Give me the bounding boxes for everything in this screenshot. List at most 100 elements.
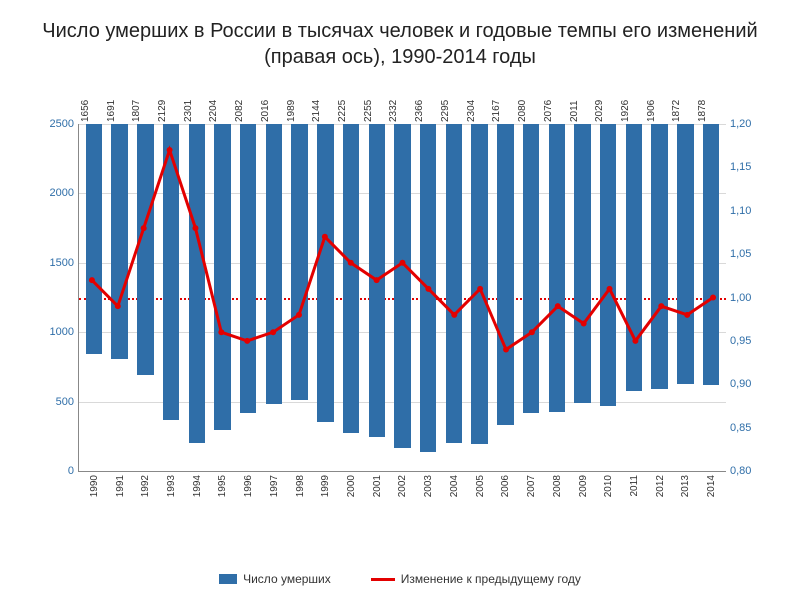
bar: 2011 [574, 124, 590, 403]
x-axis-labels: 1990199119921993199419951996199719981999… [79, 471, 726, 511]
bar-slot: 2332 [390, 124, 416, 471]
bar-slot: 1926 [621, 124, 647, 471]
y-right-tick: 1,10 [730, 205, 770, 217]
x-tick: 1997 [261, 471, 287, 511]
bar: 1906 [651, 124, 667, 389]
bar-slot: 2029 [595, 124, 621, 471]
chart: 05001000150020002500 0,800,850,900,951,0… [30, 100, 770, 520]
bar-slot: 2255 [364, 124, 390, 471]
bar-value-label: 1906 [646, 100, 657, 122]
bar: 2332 [394, 124, 410, 448]
bar-value-label: 1926 [620, 100, 631, 122]
x-tick: 2001 [364, 471, 390, 511]
x-tick: 2009 [570, 471, 596, 511]
bar: 2255 [369, 124, 385, 437]
x-tick: 2007 [518, 471, 544, 511]
line-swatch-icon [371, 578, 395, 581]
x-tick: 1996 [235, 471, 261, 511]
legend: Число умерших Изменение к предыдущему го… [0, 572, 800, 586]
bar-value-label: 2082 [234, 100, 245, 122]
y-right-tick: 0,90 [730, 378, 770, 390]
bar-value-label: 1691 [106, 100, 117, 122]
plot-area: 1656 16911807 2129 23012204 2082 2016 1989 2144… [78, 124, 726, 472]
bar-slot: 2304 [467, 124, 493, 471]
x-tick: 1994 [184, 471, 210, 511]
bar-value-label: 2225 [337, 100, 348, 122]
bar-value-label: 2332 [388, 100, 399, 122]
bar: 2016 [266, 124, 282, 404]
y-left-tick: 1000 [30, 326, 74, 338]
bar-slot: 2080 [518, 124, 544, 471]
bar: 2082 [240, 124, 256, 413]
x-tick: 2010 [595, 471, 621, 511]
bar: 2076 [549, 124, 565, 412]
bar-value-label: 2304 [466, 100, 477, 122]
bar-slot: 1656 [81, 124, 107, 471]
x-tick: 2014 [698, 471, 724, 511]
bar-slot: 2167 [493, 124, 519, 471]
bar-value-label: 2129 [157, 100, 168, 122]
y-right-tick: 1,00 [730, 292, 770, 304]
bar-slot: 2295 [441, 124, 467, 471]
bar-value-label: 2011 [569, 100, 580, 122]
y-left-tick: 2000 [30, 187, 74, 199]
bar-slot: 2016 [261, 124, 287, 471]
x-tick: 2008 [544, 471, 570, 511]
bar-slot: 2011 [570, 124, 596, 471]
y-left-tick: 1500 [30, 257, 74, 269]
bar-slot: 1906 [647, 124, 673, 471]
legend-line: Изменение к предыдущему году [371, 572, 581, 586]
y-right-tick: 0,85 [730, 422, 770, 434]
bar: 2080 [523, 124, 539, 413]
y-right-tick: 0,80 [730, 465, 770, 477]
bar-slot: 1872 [673, 124, 699, 471]
chart-title: Число умерших в России в тысячах человек… [0, 0, 800, 80]
y-left-tick: 0 [30, 465, 74, 477]
x-tick: 2002 [390, 471, 416, 511]
x-tick: 1999 [312, 471, 338, 511]
bar-value-label: 1989 [286, 100, 297, 122]
x-tick: 1998 [287, 471, 313, 511]
bar-swatch-icon [219, 574, 237, 584]
bar-value-label: 2029 [594, 100, 605, 122]
bar-slot: 2225 [338, 124, 364, 471]
x-tick: 2013 [673, 471, 699, 511]
bar: 1878 [703, 124, 719, 385]
bar: 2144 [317, 124, 333, 422]
y-right-tick: 0,95 [730, 335, 770, 347]
x-tick: 2005 [467, 471, 493, 511]
bar: 1989 [291, 124, 307, 400]
bar: 1656 [86, 124, 102, 354]
bar: 2029 [600, 124, 616, 406]
bar-slot: 1691 [107, 124, 133, 471]
bar-value-label: 1872 [671, 100, 682, 122]
bar: 2129 [163, 124, 179, 420]
bar-value-label: 2295 [440, 100, 451, 122]
bar-slot: 2076 [544, 124, 570, 471]
bar: 1807 [137, 124, 153, 375]
bar-slot: 1989 [287, 124, 313, 471]
bar-slot: 1807 [132, 124, 158, 471]
y-left-tick: 2500 [30, 118, 74, 130]
bar: 2204 [214, 124, 230, 430]
bar-slot: 2366 [415, 124, 441, 471]
bar-value-label: 2144 [311, 100, 322, 122]
legend-bar: Число умерших [219, 572, 331, 586]
x-tick: 1992 [132, 471, 158, 511]
x-tick: 1993 [158, 471, 184, 511]
x-tick: 2011 [621, 471, 647, 511]
bar: 1872 [677, 124, 693, 384]
bar-slot: 1878 [698, 124, 724, 471]
x-tick: 2003 [415, 471, 441, 511]
x-tick: 1990 [81, 471, 107, 511]
y-right-tick: 1,20 [730, 118, 770, 130]
y-right-tick: 1,15 [730, 161, 770, 173]
bar-value-label: 2016 [260, 100, 271, 122]
bar-value-label: 2301 [183, 100, 194, 122]
bar-value-label: 2167 [491, 100, 502, 122]
bar-value-label: 2080 [517, 100, 528, 122]
legend-bar-label: Число умерших [243, 572, 331, 586]
bar-slot: 2301 [184, 124, 210, 471]
bar-value-label: 1878 [697, 100, 708, 122]
bar-value-label: 2204 [208, 100, 219, 122]
